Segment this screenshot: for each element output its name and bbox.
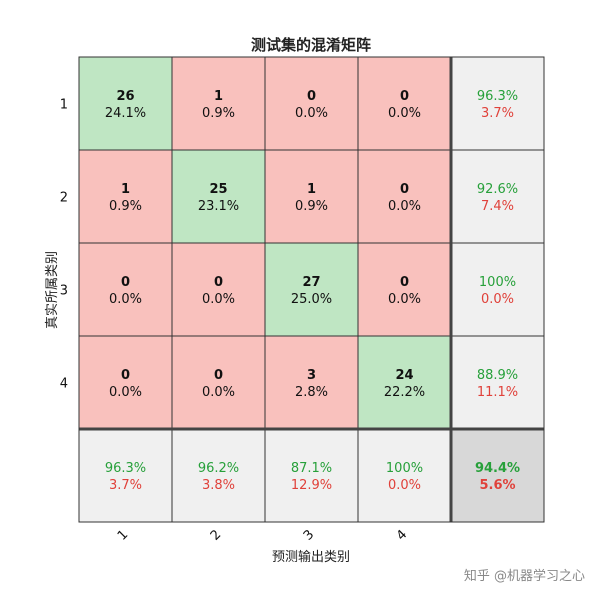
y-tick-label: 1	[60, 98, 68, 113]
cell-percent: 0.0%	[388, 199, 421, 214]
cell-percent: 0.0%	[202, 385, 235, 400]
matrix-cell	[450, 56, 545, 151]
matrix-cell	[450, 335, 545, 430]
matrix-cell	[78, 428, 173, 523]
cell-percent: 23.1%	[198, 199, 239, 214]
chart-title: 测试集的混淆矩阵	[251, 36, 371, 54]
col-summary-wrong: 3.8%	[202, 478, 235, 493]
x-tick-label: 4	[394, 527, 410, 543]
cell-percent: 0.0%	[202, 292, 235, 307]
cell-percent: 2.8%	[295, 385, 328, 400]
overall-accuracy: 94.4%	[475, 461, 520, 476]
row-summary-wrong: 11.1%	[477, 385, 518, 400]
row-summary-correct: 100%	[479, 275, 516, 290]
cell-count: 0	[214, 368, 223, 383]
col-summary-correct: 100%	[386, 461, 423, 476]
col-summary-correct: 96.3%	[105, 461, 146, 476]
cell-count: 26	[116, 89, 134, 104]
cell-count: 1	[307, 182, 316, 197]
cell-percent: 25.0%	[291, 292, 332, 307]
matrix-cell	[357, 242, 452, 337]
matrix-cell	[450, 242, 545, 337]
cell-percent: 0.9%	[109, 199, 142, 214]
col-summary-wrong: 12.9%	[291, 478, 332, 493]
cell-count: 0	[400, 89, 409, 104]
matrix-cell	[357, 149, 452, 244]
cell-percent: 0.0%	[109, 292, 142, 307]
cell-percent: 0.0%	[388, 106, 421, 121]
cell-count: 25	[209, 182, 227, 197]
matrix-cell	[264, 335, 359, 430]
matrix-cell	[171, 56, 266, 151]
cell-count: 0	[214, 275, 223, 290]
watermark: 知乎 @机器学习之心	[464, 568, 585, 584]
matrix-cell	[171, 242, 266, 337]
matrix-cell	[171, 149, 266, 244]
col-summary-wrong: 0.0%	[388, 478, 421, 493]
row-summary-correct: 96.3%	[477, 89, 518, 104]
matrix-cell	[264, 428, 359, 523]
y-tick-label: 4	[60, 377, 68, 392]
cell-percent: 0.0%	[295, 106, 328, 121]
row-summary-wrong: 3.7%	[481, 106, 514, 121]
x-axis-label: 预测输出类别	[272, 549, 350, 565]
matrix-cell	[78, 149, 173, 244]
matrix-cell	[450, 428, 545, 523]
matrix-cell	[357, 56, 452, 151]
cell-count: 0	[400, 275, 409, 290]
cell-percent: 24.1%	[105, 106, 146, 121]
cell-count: 0	[307, 89, 316, 104]
row-summary-wrong: 0.0%	[481, 292, 514, 307]
x-tick-label: 3	[301, 527, 317, 543]
matrix-cell	[78, 335, 173, 430]
y-axis-label: 真实所属类别	[45, 251, 60, 329]
matrix-cell	[357, 335, 452, 430]
cell-count: 27	[302, 275, 320, 290]
row-summary-wrong: 7.4%	[481, 199, 514, 214]
matrix-cell	[78, 56, 173, 151]
cell-count: 0	[121, 275, 130, 290]
col-summary-wrong: 3.7%	[109, 478, 142, 493]
cell-percent: 0.9%	[295, 199, 328, 214]
x-tick-label: 1	[115, 527, 131, 543]
row-summary-correct: 88.9%	[477, 368, 518, 383]
matrix-border	[78, 56, 545, 523]
cell-count: 0	[400, 182, 409, 197]
cell-count: 3	[307, 368, 316, 383]
x-tick-label: 2	[208, 527, 224, 543]
overall-error: 5.6%	[479, 478, 515, 493]
cell-percent: 0.0%	[388, 292, 421, 307]
cell-percent: 0.0%	[109, 385, 142, 400]
cell-percent: 22.2%	[384, 385, 425, 400]
cell-percent: 0.9%	[202, 106, 235, 121]
row-summary-correct: 92.6%	[477, 182, 518, 197]
col-summary-correct: 96.2%	[198, 461, 239, 476]
y-tick-label: 3	[60, 284, 68, 299]
col-summary-correct: 87.1%	[291, 461, 332, 476]
matrix-cell	[171, 335, 266, 430]
y-tick-label: 2	[60, 191, 68, 206]
cell-count: 24	[395, 368, 413, 383]
matrix-grid: 26 24.1% 1 0.9% 0 0.0% 0 0.0% 1 0.9% 25 23.1% 1 0.9% 0…	[60, 56, 545, 544]
cell-count: 0	[121, 368, 130, 383]
cell-count: 1	[121, 182, 130, 197]
cell-count: 1	[214, 89, 223, 104]
